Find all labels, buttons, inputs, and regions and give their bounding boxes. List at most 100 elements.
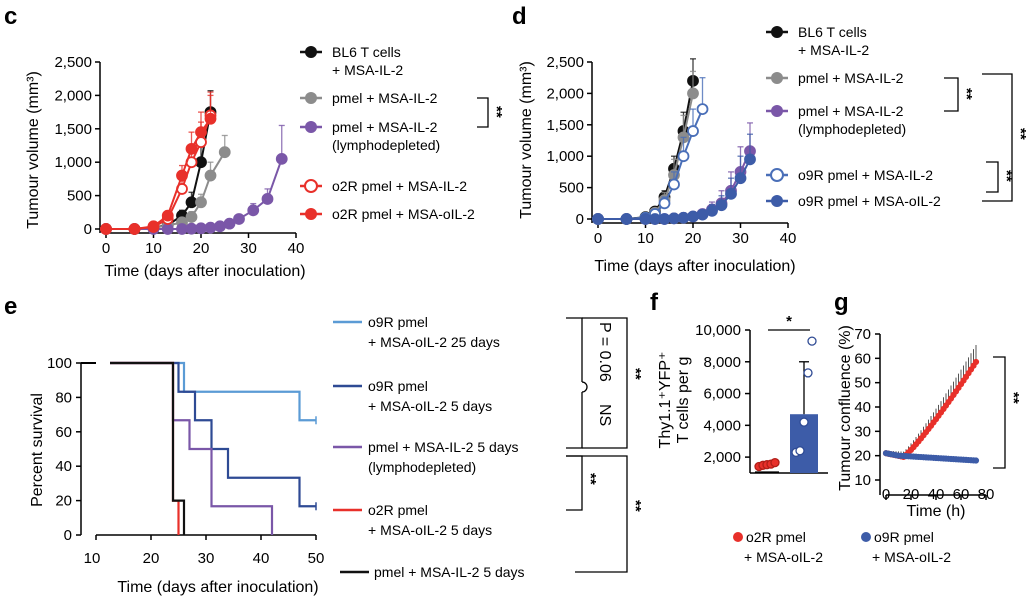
e-ytick-label: 80 (55, 389, 72, 406)
d-point-o9r_oil2 (649, 213, 661, 225)
c-point-pmel (204, 169, 217, 182)
c-point-pmel_ld (275, 152, 288, 165)
c-ylabel: Tumour volume (mm³) (25, 71, 42, 229)
f-point-1 (799, 417, 809, 427)
c-point-pmel_ld (214, 220, 226, 233)
d-sig-label-3: ** (1012, 128, 1029, 140)
e-ytick-label: 100 (47, 355, 72, 372)
d-ytick-label: 1,000 (546, 148, 584, 165)
d-sig-label-1: ** (958, 88, 975, 100)
c-xlabel: Time (days after inoculation) (104, 263, 305, 280)
g-sig-label: ** (1005, 392, 1022, 404)
c-point-pmel_ld (185, 222, 198, 235)
d-legend-marker-bl6 (766, 26, 788, 38)
d-line-bl6 (598, 80, 694, 220)
d-point-o9r_oil2 (668, 212, 680, 225)
d-ytick-label: 500 (559, 180, 584, 197)
g-ytick-label: 30 (854, 423, 871, 440)
c-point-pmel_ld (204, 221, 217, 234)
c-point-pmel_ld (195, 222, 207, 235)
d-point-o9r_il2 (668, 178, 680, 191)
c-sig-bracket (477, 97, 489, 128)
e-legend-pmel-ld-line1: pmel + MSA-IL-2 5 days (368, 439, 519, 455)
d-point-o9r_oil2 (734, 172, 747, 185)
d-xlabel: Time (days after inoculation) (594, 258, 795, 275)
f-ylabel-line2: T cells per g (675, 357, 692, 444)
d-point-o9r_oil2 (677, 211, 690, 224)
d-point-o9r_oil2 (639, 213, 652, 225)
c-point-pmel_ld (161, 223, 174, 235)
e-survival-pmel (110, 361, 186, 535)
e-sig-2: ** (582, 473, 599, 485)
c-legend-bl6-line2: + MSA-IL-2 (332, 62, 403, 78)
c-xtick-label: 40 (288, 240, 305, 257)
d-point-o9r_oil2 (592, 213, 604, 225)
fg-legend-marker-o2r (733, 532, 743, 542)
g-xlabel: Time (h) (907, 503, 966, 520)
g-ytick-label: 70 (854, 326, 871, 343)
d-point-o9r_oil2 (620, 213, 633, 225)
f-ytick-label: 10,000 (695, 322, 741, 339)
d-point-o9r_il2 (677, 150, 690, 163)
e-bracket-pmel (566, 455, 628, 573)
g-ytick-label: 50 (854, 375, 871, 392)
d-legend-bl6-line2: + MSA-IL-2 (798, 42, 869, 58)
d-legend-marker-pmel-ld (766, 105, 788, 117)
c-point-bl6 (185, 196, 198, 209)
fg-legend-o2r-line1: o2R pmel (746, 529, 806, 545)
g-ytick-label: 40 (854, 399, 871, 416)
fg-legend-o2r-line2: + MSA-oIL-2 (744, 549, 823, 565)
g-sig-bracket (993, 356, 1006, 469)
d-point-pmel (687, 87, 699, 100)
d-ytick-label: 0 (576, 211, 584, 228)
e-xlabel: Time (days after inoculation) (117, 579, 318, 596)
g-xtick-label: 60 (953, 486, 970, 503)
d-sig-bracket-3 (982, 73, 1013, 202)
panel-d: 0 500 1,000 1,500 2,000 2,500 0 10 20 30 40 Tumour… (518, 24, 1029, 275)
c-point-o2r_oil2 (204, 112, 217, 125)
e-xtick-label: 30 (198, 550, 215, 567)
e-bracket-o9r (566, 317, 583, 449)
c-ytick-label: 2,000 (54, 87, 92, 104)
f-point-1 (795, 446, 805, 456)
e-legend-pmel: pmel + MSA-IL-2 5 days (374, 564, 525, 580)
e-legend-o9r-5-line2: + MSA-oIL-2 5 days (368, 398, 492, 414)
f-point-1 (803, 368, 813, 378)
e-bracket-o2r (566, 455, 583, 511)
d-point-o9r_oil2 (706, 204, 718, 217)
c-ytick-label: 500 (67, 188, 92, 205)
e-legend-o9r-5-line1: o9R pmel (368, 378, 428, 394)
d-legend-pmel-ld-line2: (lymphodepleted) (798, 121, 906, 137)
c-point-o2r_oil2 (195, 126, 207, 139)
panel-label-e: e (4, 293, 17, 320)
c-point-pmel (185, 211, 198, 223)
d-legend-marker-pmel (766, 72, 788, 84)
fg-legend-marker-o9r (861, 532, 871, 542)
e-bracket-o9r-gap (581, 381, 588, 393)
panel-label-c: c (4, 3, 17, 30)
c-xtick-label: 20 (193, 240, 210, 257)
e-ns: NS (596, 404, 613, 426)
d-sig-bracket-2 (986, 161, 999, 193)
c-legend-bl6-line1: BL6 T cells (332, 44, 401, 60)
e-pvalue: P = 0.06 (596, 322, 613, 382)
panel-g: 10 20 30 40 50 60 70 0 20 40 60 80 Tumour confluenc… (837, 325, 1022, 520)
panel-label-f: f (650, 289, 659, 316)
g-xtick-label: 80 (978, 486, 995, 503)
e-legend-o9r-25-line1: o9R pmel (368, 314, 428, 330)
panel-c: 0 500 1,000 1,500 2,000 2,500 0 10 20 30 40 Tumour… (25, 44, 505, 280)
f-point-0 (770, 457, 780, 468)
e-sig-3: ** (627, 500, 644, 512)
d-point-o9r_il2 (658, 197, 671, 210)
c-legend: BL6 T cells + MSA-IL-2 pmel + MSA-IL-2 p… (300, 44, 505, 222)
c-point-o2r_oil2 (147, 220, 160, 233)
d-point-o9r_oil2 (715, 199, 728, 212)
fg-legend-o9r-line2: + MSA-oIL-2 (872, 549, 951, 565)
f-sig-label: * (786, 313, 792, 330)
d-legend-pmel: pmel + MSA-IL-2 (798, 70, 904, 86)
c-legend-marker-pmel (300, 92, 322, 104)
c-point-pmel_ld (247, 204, 260, 217)
d-legend: BL6 T cells + MSA-IL-2 pmel + MSA-IL-2 p… (766, 24, 1029, 209)
c-point-pmel_ld (233, 213, 245, 225)
